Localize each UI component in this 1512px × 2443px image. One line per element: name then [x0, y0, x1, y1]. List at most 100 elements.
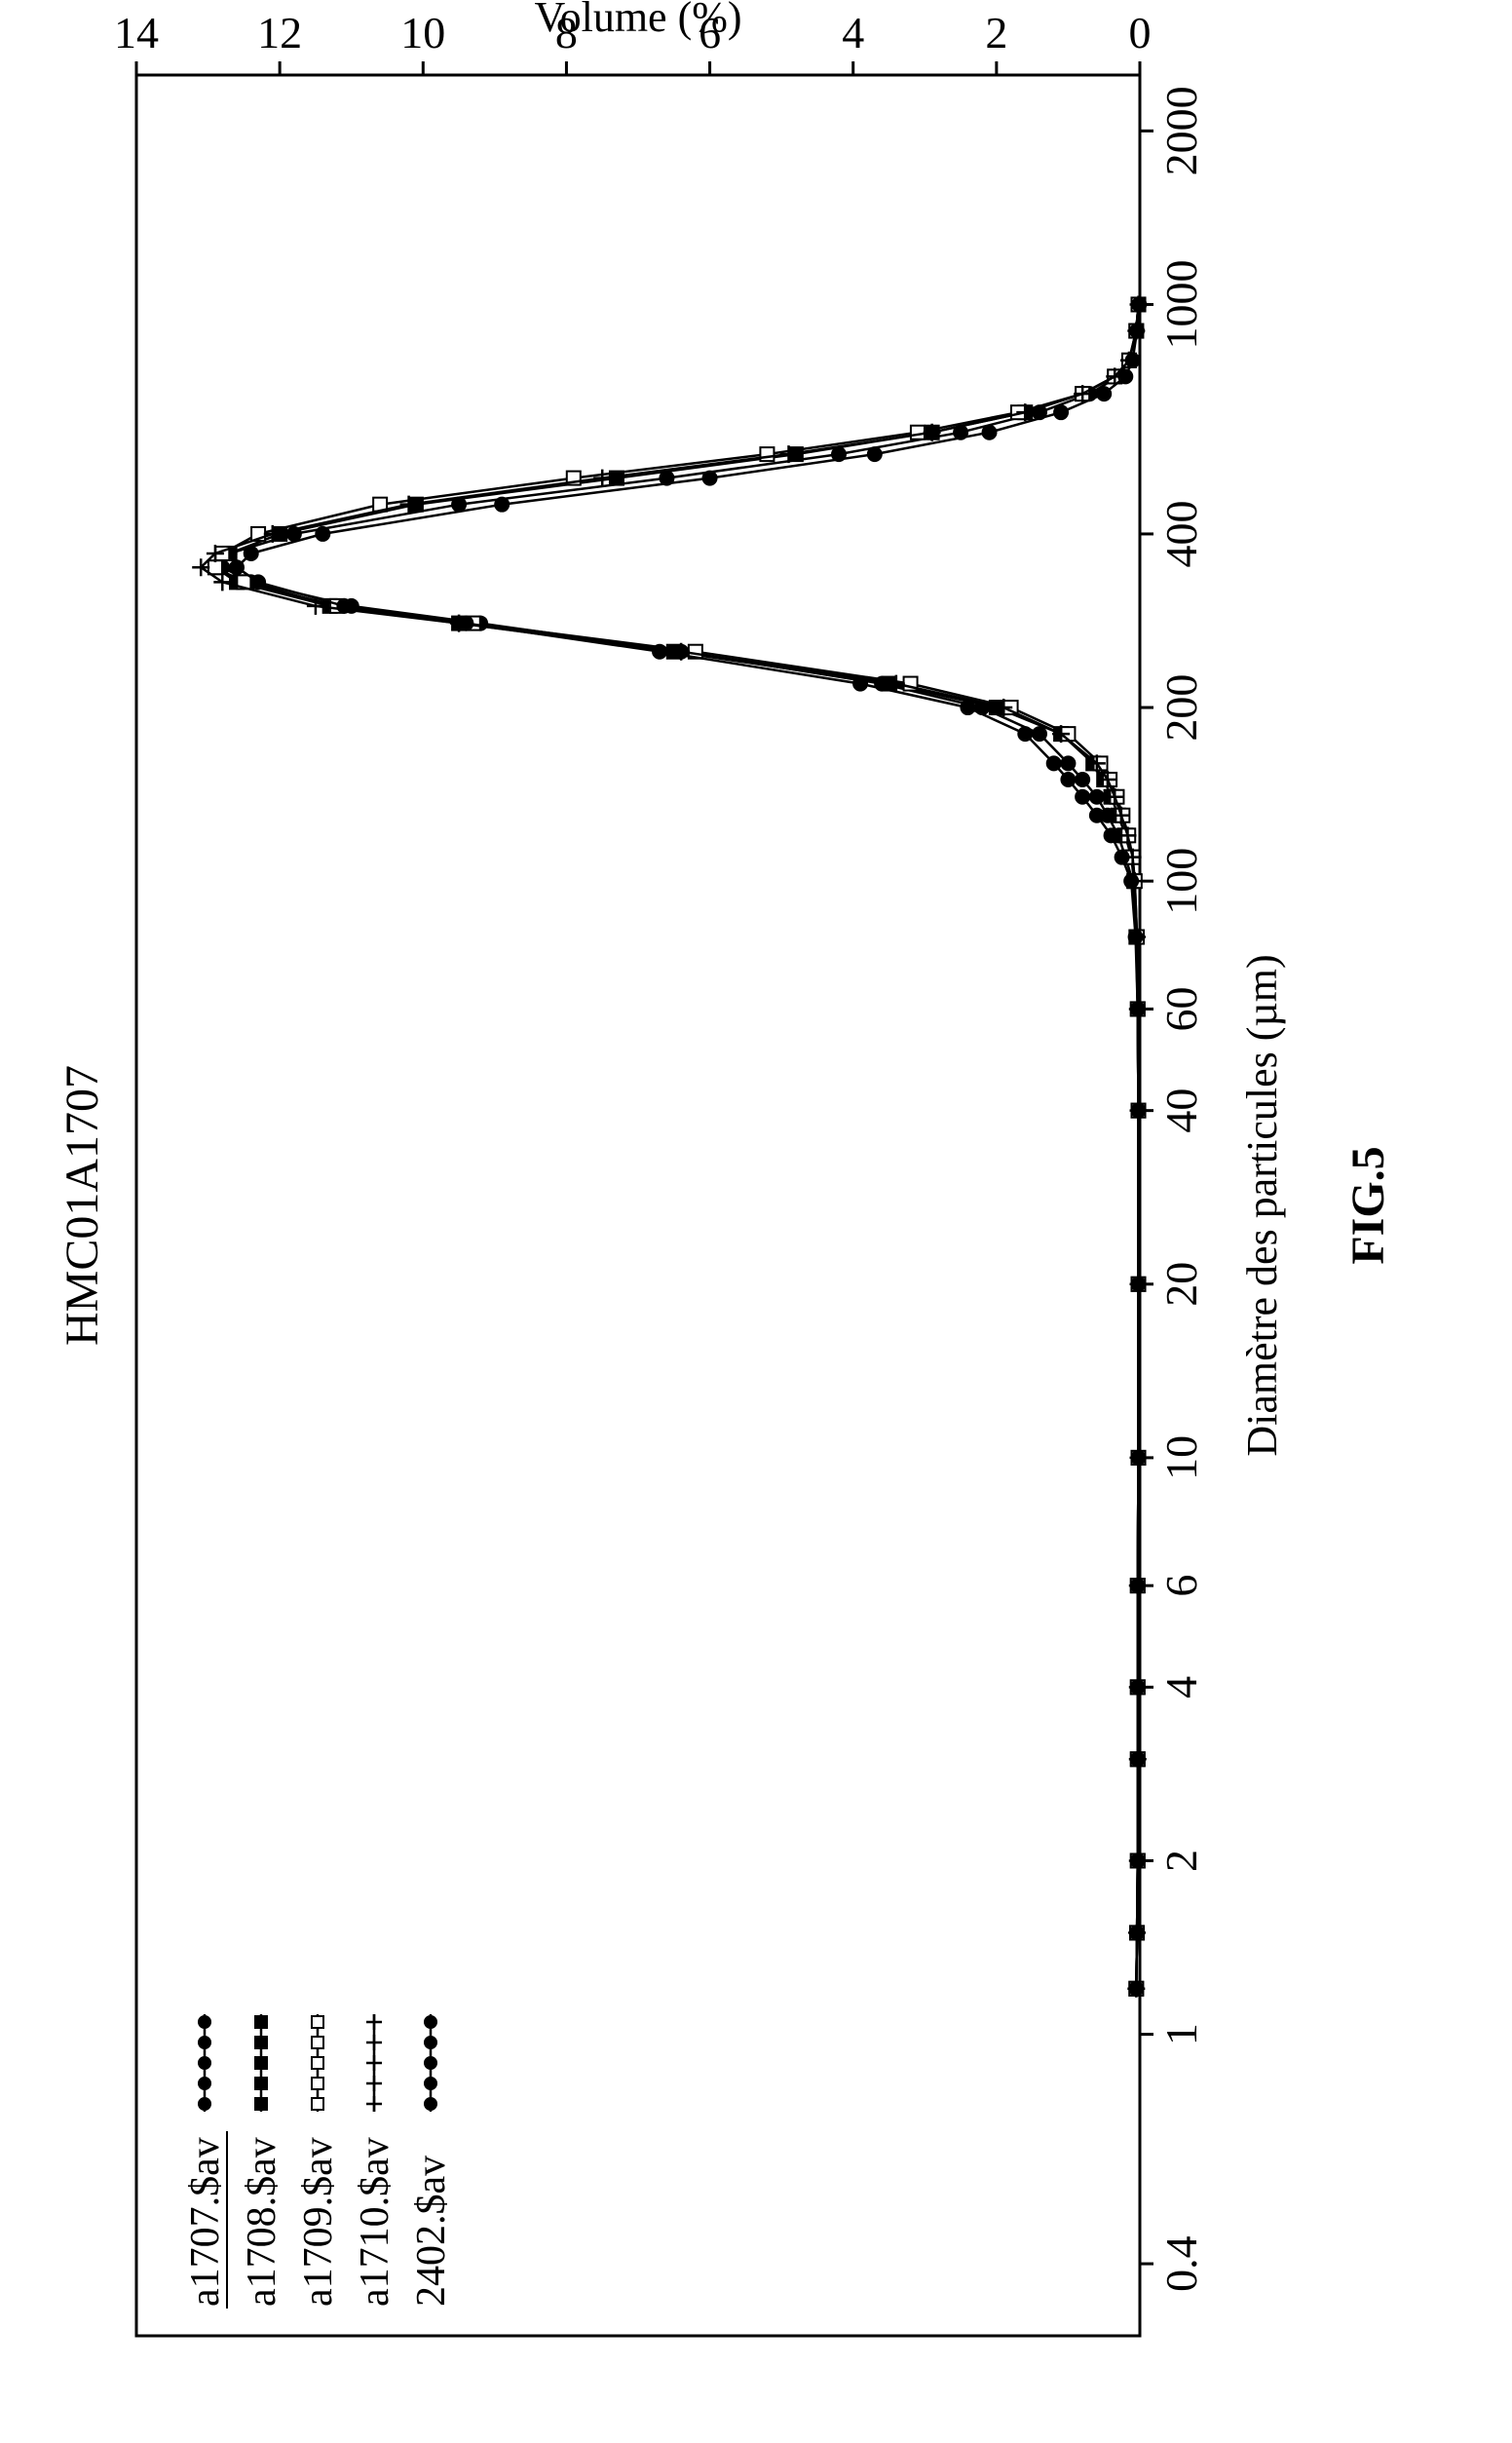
data-point [425, 2057, 436, 2069]
x-tick-label: 20 [1156, 1262, 1206, 1307]
data-point [868, 447, 882, 461]
data-point [911, 426, 925, 439]
data-point [1129, 1982, 1143, 1996]
x-tick-label: 40 [1156, 1088, 1206, 1133]
data-point [312, 2057, 323, 2069]
data-point [1118, 369, 1132, 383]
data-point [1131, 1853, 1145, 1867]
chart-title: HMC01A1707 [57, 1065, 108, 1346]
x-tick-label: 60 [1156, 986, 1206, 1031]
data-point [495, 498, 509, 512]
y-tick-label: 10 [400, 8, 445, 57]
data-point [366, 2055, 382, 2071]
series-2402.$av [230, 297, 1146, 1995]
data-point [366, 2035, 382, 2050]
data-point [703, 472, 717, 485]
legend-label: 2402.$av [409, 2156, 454, 2307]
data-point [1131, 1680, 1145, 1694]
y-tick-label: 0 [1129, 8, 1152, 57]
data-point [459, 617, 472, 630]
y-axis-label: Volume (%) [534, 0, 741, 41]
series-a1708.$av [208, 297, 1146, 1995]
legend-label: a1707.$av [183, 2137, 228, 2307]
y-tick-label: 14 [114, 8, 159, 57]
data-point [1076, 773, 1089, 786]
x-tick-label: 1000 [1156, 259, 1206, 349]
figure-caption: FIG.5 [1342, 1146, 1394, 1264]
data-point [1132, 297, 1146, 311]
data-point [1097, 387, 1111, 401]
data-point [255, 2098, 267, 2110]
data-point [425, 2016, 436, 2028]
series-a1707.$av [215, 297, 1145, 1995]
data-point [1061, 773, 1075, 786]
data-point [251, 575, 265, 589]
series-line [215, 305, 1139, 1989]
x-tick-label: 10 [1156, 1435, 1206, 1480]
series-line [222, 305, 1138, 1989]
data-point [1130, 324, 1144, 338]
data-point [245, 547, 258, 560]
data-point [255, 2078, 267, 2089]
data-point [255, 2016, 267, 2028]
series-line [237, 305, 1139, 1989]
y-tick-label: 2 [985, 8, 1007, 57]
plot-frame [136, 75, 1140, 2336]
data-point [1124, 874, 1138, 888]
data-point [208, 560, 222, 574]
data-point [1061, 756, 1075, 770]
legend: a1707.$ava1708.$ava1709.$ava1710.$av2402… [183, 2014, 454, 2309]
data-point [425, 2098, 436, 2110]
data-point [230, 560, 244, 574]
data-point [1090, 809, 1104, 822]
data-point [366, 2014, 382, 2030]
data-point [1131, 1752, 1145, 1766]
data-point [1047, 756, 1061, 770]
x-axis-label: Diamètre des particules (µm) [1238, 954, 1286, 1456]
legend-label: a1710.$av [353, 2137, 397, 2307]
data-point [255, 2057, 267, 2069]
data-point [199, 2098, 210, 2110]
data-point [853, 677, 867, 691]
data-point [312, 2078, 323, 2089]
x-tick-label: 0.4 [1156, 2235, 1206, 2292]
series-a1709.$av [208, 297, 1146, 1995]
data-point [199, 2037, 210, 2048]
data-point [312, 2016, 323, 2028]
x-tick-label: 2000 [1156, 86, 1206, 175]
x-tick-label: 6 [1156, 1575, 1206, 1597]
data-point [1132, 1104, 1146, 1118]
series-layer [192, 295, 1147, 1997]
data-point [1130, 1926, 1144, 1939]
data-point [255, 2037, 267, 2048]
x-tick-label: 400 [1156, 500, 1206, 567]
data-point [316, 527, 329, 541]
data-point [312, 2098, 323, 2110]
y-tick-label: 4 [842, 8, 864, 57]
y-tick-label: 12 [257, 8, 302, 57]
data-point [312, 2037, 323, 2048]
x-tick-label: 200 [1156, 674, 1206, 742]
data-point [199, 2078, 210, 2089]
data-point [199, 2057, 210, 2069]
data-point [1090, 790, 1104, 804]
series-line [201, 305, 1138, 1989]
data-point [1129, 931, 1143, 944]
data-point [366, 2096, 382, 2112]
data-point [337, 599, 351, 613]
series-line [215, 305, 1139, 1989]
data-point [1132, 1451, 1146, 1465]
data-point [425, 2037, 436, 2048]
data-point [366, 2076, 382, 2091]
x-tick-label: 1 [1156, 2023, 1206, 2045]
data-point [593, 470, 611, 487]
data-point [1132, 1278, 1146, 1291]
data-point [425, 2078, 436, 2089]
data-point [961, 701, 974, 714]
data-point [1076, 790, 1089, 804]
data-point [1054, 405, 1068, 419]
data-point [1131, 1579, 1145, 1592]
legend-label: a1708.$av [240, 2137, 284, 2307]
